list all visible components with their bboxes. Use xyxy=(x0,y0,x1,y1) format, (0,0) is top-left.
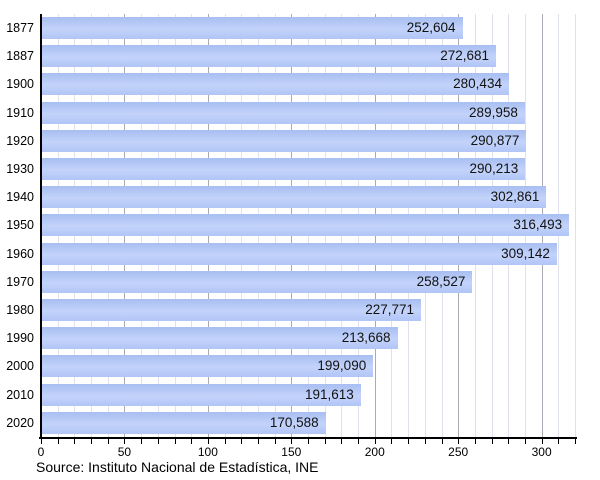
x-axis-tick-label: 100 xyxy=(197,445,218,459)
x-axis-tick xyxy=(74,439,76,444)
x-axis-tick-label: 150 xyxy=(281,445,302,459)
x-axis-tick xyxy=(575,439,576,444)
x-axis-tick xyxy=(508,439,510,444)
plot-area: 252,604 272,681 280,434 289,958 290,877 290,2… xyxy=(41,14,576,437)
year-label: 1877 xyxy=(6,21,34,35)
bar: 227,771 xyxy=(41,299,422,321)
bar-value-label: 290,877 xyxy=(470,132,520,148)
y-axis-labels: 1877 1887 1900 1910 1920 1930 1940 1950 1960 1970… xyxy=(0,14,34,437)
x-axis-tick-label: 50 xyxy=(117,445,132,459)
bar: 258,527 xyxy=(41,270,473,293)
bar: 302,861 xyxy=(41,186,547,209)
bar-value-label: 191,613 xyxy=(304,386,354,402)
bar: 170,588 xyxy=(41,411,326,434)
year-label: 1887 xyxy=(6,49,34,64)
x-axis-line xyxy=(39,437,577,439)
bar: 309,142 xyxy=(41,242,557,265)
x-axis-tick xyxy=(191,439,193,444)
x-axis-tick xyxy=(57,439,59,444)
x-axis-tick xyxy=(558,439,560,444)
year-label: 1920 xyxy=(6,133,34,148)
x-axis-tick xyxy=(91,439,93,444)
x-axis-tick xyxy=(341,439,343,444)
bar-value-label: 213,668 xyxy=(341,330,391,346)
x-axis-tick xyxy=(308,439,309,444)
year-label: 1910 xyxy=(6,105,34,120)
year-label: 2010 xyxy=(6,387,34,402)
bar-value-label: 170,588 xyxy=(269,414,319,430)
x-axis-tick xyxy=(124,439,126,444)
bar: 199,090 xyxy=(41,355,374,378)
bar-series: 252,604 272,681 280,434 289,958 290,877 290,2… xyxy=(41,14,575,437)
bar-value-label: 302,861 xyxy=(490,189,540,205)
year-label: 1960 xyxy=(6,246,34,261)
x-axis-tick xyxy=(391,439,393,444)
bar: 272,681 xyxy=(41,45,497,68)
bar: 316,493 xyxy=(41,214,570,237)
y-axis-line xyxy=(40,14,42,438)
year-label: 1940 xyxy=(6,190,34,205)
bar: 252,604 xyxy=(41,17,463,39)
x-axis-tick xyxy=(291,439,293,444)
bar-value-label: 290,213 xyxy=(469,161,519,176)
bar-value-label: 272,681 xyxy=(440,48,490,64)
x-axis-tick-label: 250 xyxy=(448,445,469,459)
bar-value-label: 316,493 xyxy=(513,217,563,233)
x-axis-tick xyxy=(524,439,526,444)
year-label: 1980 xyxy=(6,303,34,317)
x-axis-tick xyxy=(107,439,109,444)
bar-value-label: 227,771 xyxy=(365,302,415,317)
x-axis-tick xyxy=(157,439,159,444)
x-axis-tick xyxy=(541,439,543,444)
x-axis-tick xyxy=(408,439,410,444)
year-label: 1930 xyxy=(6,162,34,176)
x-axis-tick xyxy=(324,439,326,444)
year-label: 2000 xyxy=(6,359,34,374)
bar: 213,668 xyxy=(41,327,398,350)
x-axis-tick-label: 200 xyxy=(364,445,385,459)
source-note: Source: Instituto Nacional de Estadístic… xyxy=(36,459,319,475)
bar: 290,877 xyxy=(41,129,527,152)
bar: 191,613 xyxy=(41,383,361,406)
x-axis-tick xyxy=(491,439,493,444)
x-axis-tick xyxy=(441,439,443,444)
x-axis-tick xyxy=(257,439,259,444)
year-label: 1900 xyxy=(6,77,34,92)
bar: 290,213 xyxy=(41,158,526,180)
x-axis-tick xyxy=(474,439,476,444)
bar-value-label: 309,142 xyxy=(501,245,550,261)
x-axis-tick xyxy=(424,439,426,444)
x-axis-tick xyxy=(41,439,42,444)
x-axis-tick xyxy=(174,439,176,444)
x-axis-tick xyxy=(374,439,376,444)
bar-value-label: 252,604 xyxy=(406,20,456,35)
bar-value-label: 199,090 xyxy=(317,358,367,374)
year-label: 2020 xyxy=(6,415,34,430)
x-axis-tick xyxy=(274,439,276,444)
year-label: 1950 xyxy=(6,218,34,233)
year-label: 1970 xyxy=(6,274,34,289)
x-axis-tick xyxy=(241,439,243,444)
x-axis-tick xyxy=(224,439,226,444)
bar-value-label: 289,958 xyxy=(469,104,518,120)
x-axis-tick xyxy=(358,439,360,444)
gridline-minor xyxy=(575,14,576,437)
bar-value-label: 280,434 xyxy=(453,76,502,92)
x-axis-tick xyxy=(207,439,209,444)
x-axis-tick xyxy=(458,439,460,444)
bar-value-label: 258,527 xyxy=(416,273,466,289)
bar: 289,958 xyxy=(41,101,525,124)
x-axis-tick-label: 0 xyxy=(37,445,45,459)
year-label: 1990 xyxy=(6,331,34,346)
bar: 280,434 xyxy=(41,73,509,96)
x-axis-tick xyxy=(141,439,143,444)
x-axis-tick-label: 300 xyxy=(531,445,552,459)
